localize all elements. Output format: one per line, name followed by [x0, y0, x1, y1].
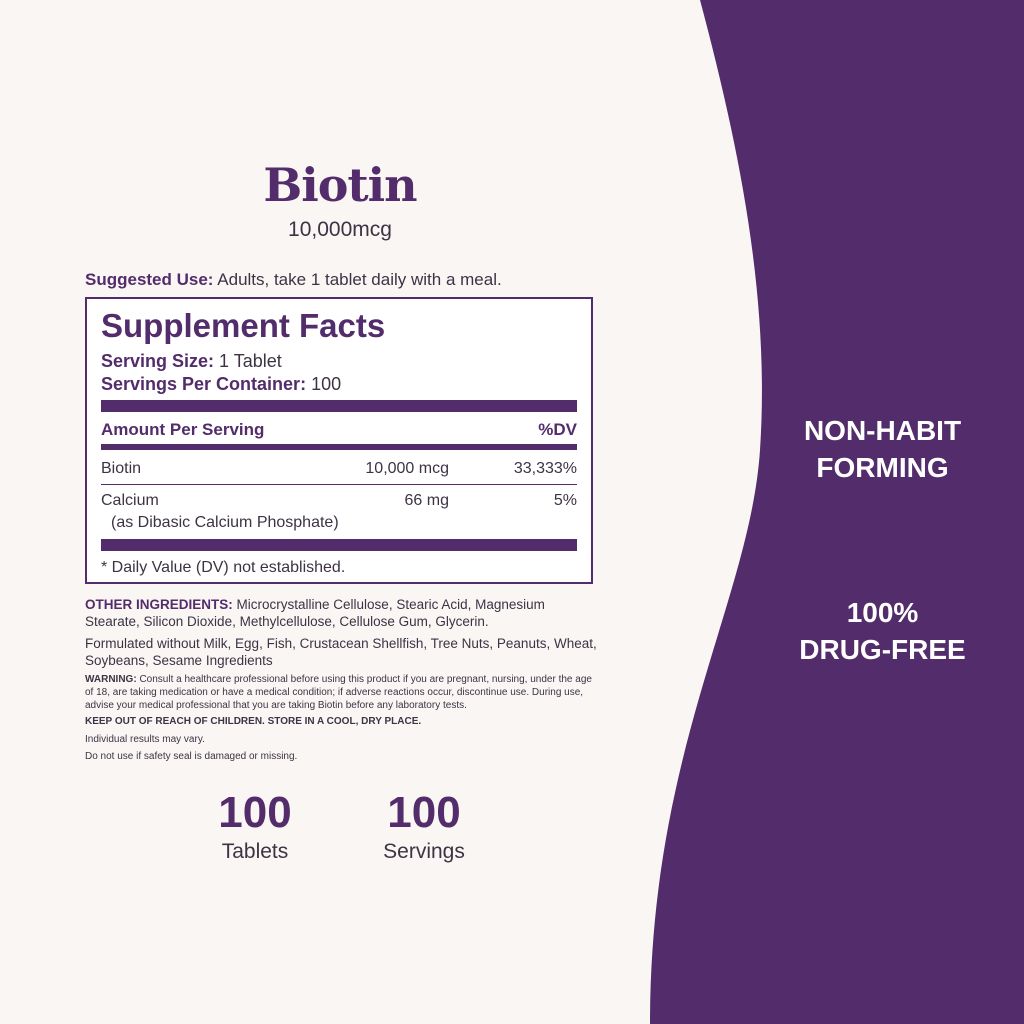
dv-footnote: * Daily Value (DV) not established.: [101, 559, 346, 576]
facts-row-calcium: Calcium 66 mg 5%: [101, 492, 577, 509]
facts-header: Amount Per Serving %DV: [101, 420, 577, 439]
divider: [101, 539, 577, 551]
serving-count-label: Servings: [383, 840, 465, 863]
facts-row-biotin: Biotin 10,000 mcg 33,333%: [101, 460, 577, 477]
divider: [101, 400, 577, 412]
results-text: Individual results may vary.: [85, 734, 205, 745]
claim-drug-free: 100% DRUG-FREE: [799, 597, 966, 665]
claim-non-habit-forming: NON-HABIT FORMING: [803, 415, 962, 483]
tablet-count: 100: [218, 788, 292, 837]
serving-count: 100: [387, 788, 461, 837]
other-ingredients: OTHER INGREDIENTS: Microcrystalline Cell…: [85, 597, 545, 629]
servings-per-container: Servings Per Container: 100: [101, 374, 342, 394]
divider: [101, 484, 577, 485]
calcium-source: (as Dibasic Calcium Phosphate): [111, 514, 339, 531]
suggested-use: Suggested Use: Adults, take 1 tablet dai…: [85, 270, 502, 289]
formulated-without: Formulated without Milk, Egg, Fish, Crus…: [85, 636, 597, 668]
seal-text: Do not use if safety seal is damaged or …: [85, 751, 298, 762]
divider: [101, 444, 577, 450]
product-title: Biotin: [263, 158, 417, 212]
tablet-count-label: Tablets: [221, 840, 289, 863]
serving-size: Serving Size: 1 Tablet: [101, 351, 282, 371]
product-dose: 10,000mcg: [288, 218, 392, 241]
keep-out-text: KEEP OUT OF REACH OF CHILDREN. STORE IN …: [85, 716, 422, 727]
facts-title: Supplement Facts: [101, 307, 386, 344]
warning-text: WARNING: Consult a healthcare profession…: [85, 674, 592, 711]
supplement-facts-panel: Supplement Facts Serving Size: 1 Tablet …: [85, 297, 593, 584]
